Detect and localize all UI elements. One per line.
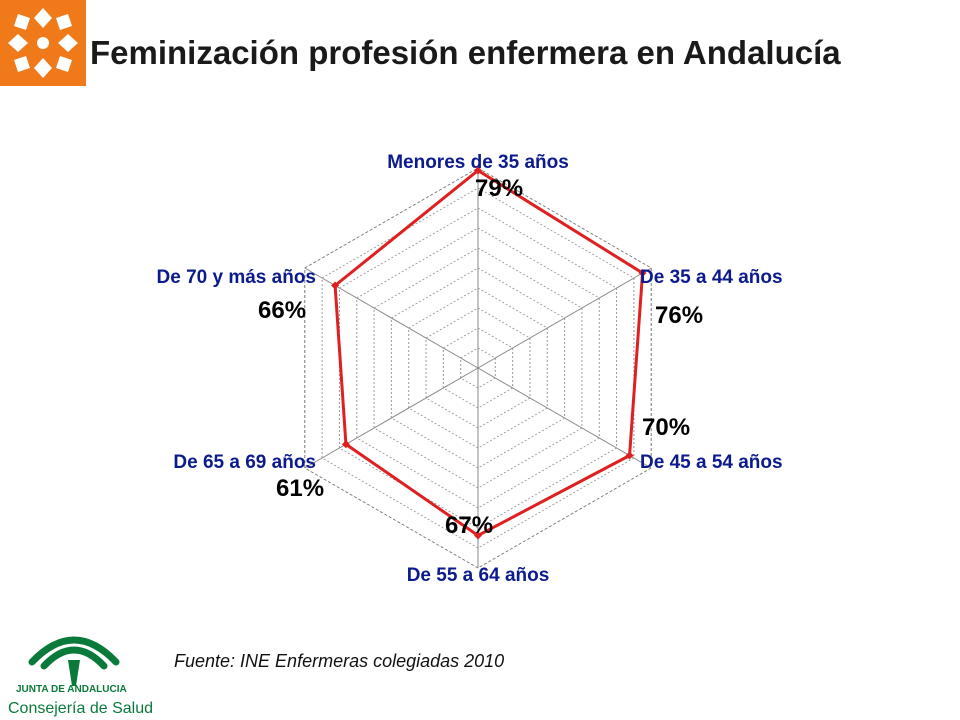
series-point bbox=[474, 531, 482, 540]
grid-spoke bbox=[477, 367, 652, 469]
page-title: Feminización profesión enfermera en Anda… bbox=[90, 34, 841, 71]
logo-column-icon bbox=[68, 660, 80, 686]
value-label: 67% bbox=[445, 512, 493, 539]
radar-grid bbox=[304, 167, 652, 569]
logo-text-junta: JUNTA DE ANDALUCIA bbox=[16, 684, 127, 695]
category-label: De 65 a 69 años bbox=[173, 452, 316, 473]
junta-andalucia-bottom-logo: JUNTA DE ANDALUCIA Consejería de Salud bbox=[8, 636, 153, 717]
radar-series bbox=[331, 166, 647, 540]
category-label: De 35 a 44 años bbox=[640, 267, 783, 288]
value-label: 79% bbox=[475, 175, 523, 202]
junta-andalucia-top-logo bbox=[0, 0, 86, 86]
value-label: 66% bbox=[258, 297, 306, 324]
category-label: De 70 y más años bbox=[157, 267, 316, 288]
logo-arches-icon bbox=[28, 636, 120, 670]
category-label: De 45 a 54 años bbox=[640, 452, 783, 473]
source-note: Fuente: INE Enfermeras colegiadas 2010 bbox=[174, 651, 505, 671]
series-point bbox=[474, 166, 482, 175]
value-label: 70% bbox=[642, 414, 690, 441]
logo-text-consejeria: Consejería de Salud bbox=[8, 700, 153, 717]
series-point bbox=[331, 281, 340, 290]
series-line bbox=[333, 168, 645, 538]
series-point bbox=[341, 440, 350, 449]
value-label: 61% bbox=[276, 475, 324, 502]
series-point bbox=[625, 451, 634, 460]
radar-labels: Menores de 35 años De 35 a 44 años De 45 a… bbox=[157, 152, 783, 586]
logo-flower-icon bbox=[8, 8, 78, 78]
series-point bbox=[638, 269, 647, 277]
category-label: Menores de 35 años bbox=[387, 152, 569, 173]
category-label: De 55 a 64 años bbox=[407, 565, 550, 586]
value-label: 76% bbox=[655, 302, 703, 329]
grid-spoke bbox=[477, 267, 652, 369]
grid-spoke bbox=[304, 367, 479, 469]
